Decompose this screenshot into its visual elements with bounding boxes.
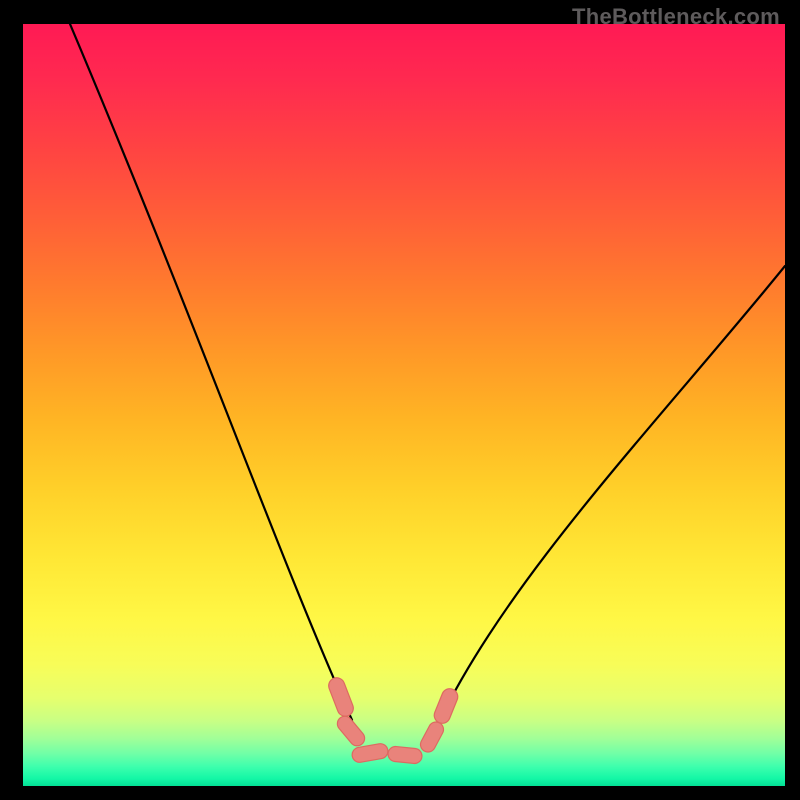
chart-stage: TheBottleneck.com [0, 0, 800, 800]
gradient-panel [23, 24, 785, 786]
watermark-text: TheBottleneck.com [572, 4, 780, 30]
chart-svg [0, 0, 800, 800]
valley-marker-3 [387, 746, 422, 764]
